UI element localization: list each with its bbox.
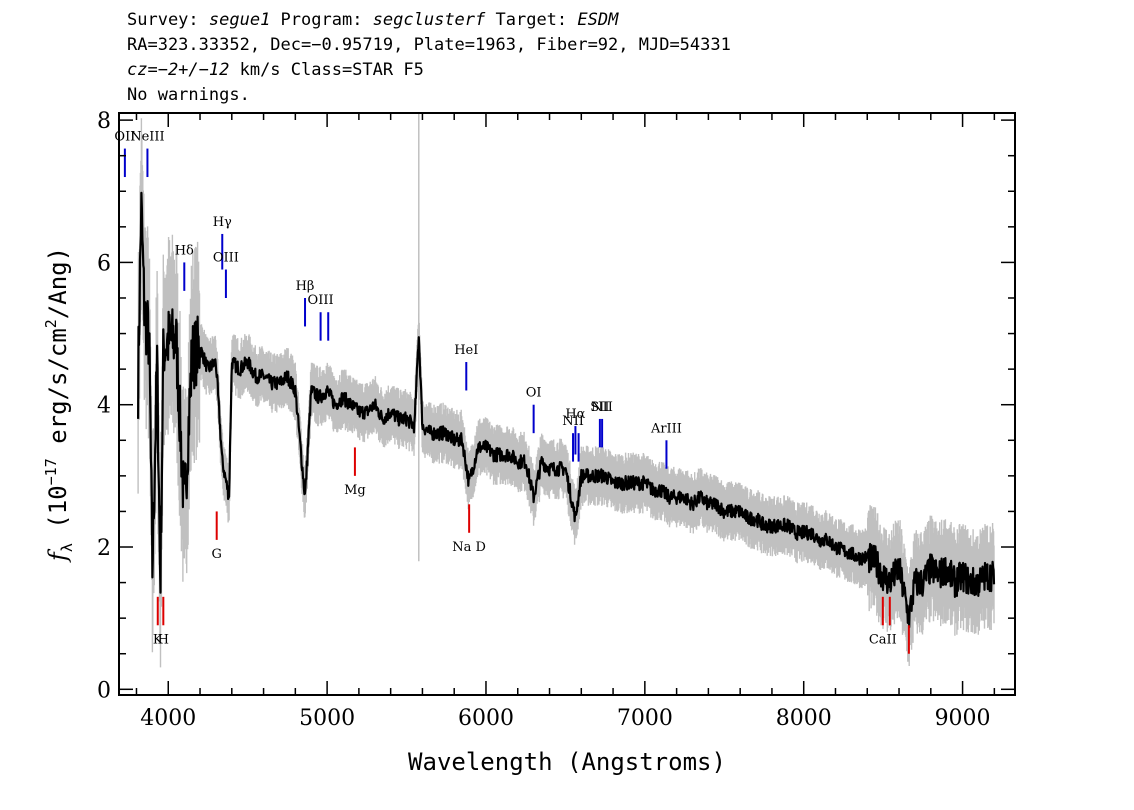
program-label: Program: bbox=[270, 10, 373, 30]
emission-line-label: OIII bbox=[213, 251, 239, 266]
x-tick-label: 6000 bbox=[458, 706, 514, 731]
emission-line-label: NII bbox=[562, 414, 584, 429]
emission-line-label: Hδ bbox=[175, 243, 194, 258]
redshift-value: cz=−2+/−12 bbox=[127, 60, 230, 80]
y-tick-label: 2 bbox=[97, 536, 111, 561]
emission-line-label: OI bbox=[526, 386, 542, 401]
flux-series bbox=[137, 191, 996, 629]
x-tick-label: 5000 bbox=[299, 706, 355, 731]
emission-line-label: Hγ bbox=[213, 215, 232, 230]
flux-line bbox=[137, 191, 996, 629]
y-axis-label-part: λ bbox=[58, 543, 76, 552]
target-value: ESDM bbox=[577, 10, 619, 30]
x-tick-label: 4000 bbox=[140, 706, 196, 731]
y-axis-label-part: (10 bbox=[44, 485, 72, 543]
program-value: segclusterf bbox=[372, 10, 486, 30]
emission-line-label: HeI bbox=[454, 343, 478, 358]
y-axis-label-part: erg/s/cm bbox=[44, 328, 72, 458]
error-spikes bbox=[137, 118, 995, 668]
axis-ticks: 4000 5000 6000 7000 8000 9000 0 2 4 6 8 bbox=[97, 109, 1015, 731]
header-line-4: No warnings. bbox=[127, 85, 250, 105]
x-tick-label: 9000 bbox=[935, 706, 991, 731]
y-tick-label: 8 bbox=[97, 109, 111, 134]
x-tick-label: 8000 bbox=[776, 706, 832, 731]
absorption-line-label: G bbox=[212, 547, 222, 562]
header-line-2: RA=323.33352, Dec=−0.95719, Plate=1963, … bbox=[127, 35, 731, 55]
y-axis-label-part: /Ang) bbox=[44, 247, 72, 319]
emission-line-label: NII bbox=[591, 400, 613, 415]
emission-line-label: Hβ bbox=[296, 279, 315, 294]
y-tick-label: 4 bbox=[97, 394, 111, 419]
error-band bbox=[137, 113, 995, 668]
absorption-line-label: H bbox=[158, 632, 169, 647]
absorption-line-label: Na D bbox=[452, 540, 486, 555]
emission-line-label: ArIII bbox=[650, 421, 682, 436]
y-axis-label: fλ (10−17 erg/s/cm2/Ang) bbox=[42, 247, 76, 563]
survey-value: segue1 bbox=[208, 10, 271, 30]
absorption-line-label: K bbox=[153, 632, 163, 647]
class-text: km/s Class=STAR F5 bbox=[229, 60, 424, 80]
survey-label: Survey: bbox=[127, 10, 209, 30]
emission-line-label: SII bbox=[590, 400, 609, 415]
y-tick-label: 6 bbox=[97, 251, 111, 276]
x-tick-label: 7000 bbox=[617, 706, 673, 731]
absorption-line-label: CaII bbox=[869, 632, 897, 647]
target-label: Target: bbox=[485, 10, 578, 30]
absorption-line-label: Mg bbox=[344, 483, 366, 498]
y-tick-label: 0 bbox=[97, 678, 111, 703]
header-line-1: Survey: segue1 Program: segclusterf Targ… bbox=[127, 10, 618, 30]
x-axis-label: Wavelength (Angstroms) bbox=[408, 748, 726, 776]
y-axis-label-part: −17 bbox=[42, 458, 60, 485]
emission-line-label: OIII bbox=[308, 293, 334, 308]
y-axis-label-part: 2 bbox=[42, 319, 60, 328]
emission-line-label: Hα bbox=[565, 407, 585, 422]
emission-line-label: NeIII bbox=[130, 130, 164, 145]
header-line-3: cz=−2+/−12 km/s Class=STAR F5 bbox=[127, 60, 424, 80]
